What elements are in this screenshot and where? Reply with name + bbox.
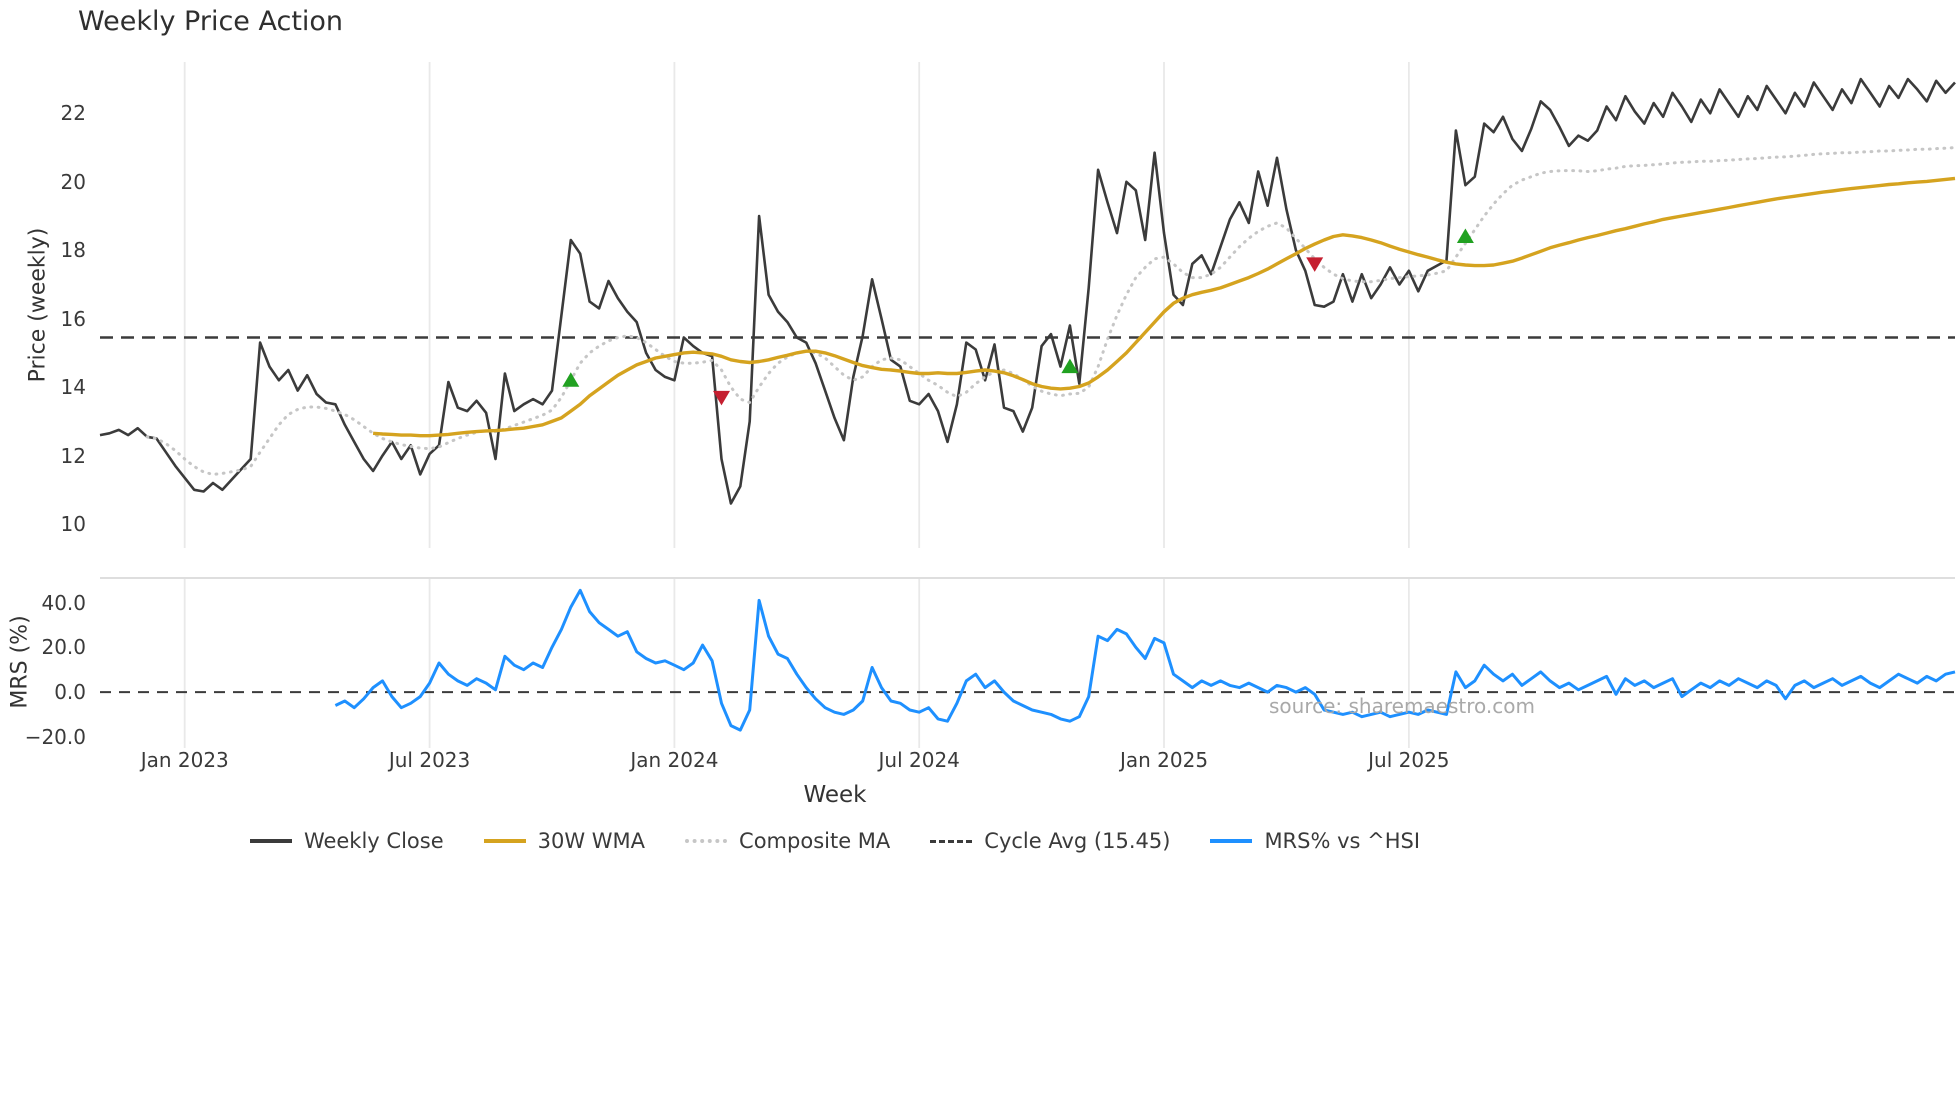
- buy-signal-marker: [1456, 228, 1474, 243]
- legend-label: Weekly Close: [303, 829, 444, 853]
- x-tick-label: Jul 2023: [388, 748, 471, 772]
- price-ytick-label: 20: [60, 169, 86, 194]
- x-tick-label: Jul 2024: [878, 748, 960, 772]
- legend-label: MRS% vs ^HSI: [1264, 829, 1421, 853]
- x-tick-labels: Jan 2023 Jul 2023 Jan 2024 Jul 2024 Jan 2025…: [0, 748, 1960, 778]
- price-ytick-label: 14: [60, 375, 86, 400]
- mrs-ytick-label: 0.0: [54, 680, 86, 705]
- legend-swatch-solid-icon: [1210, 839, 1253, 843]
- x-tick-label: Jan 2023: [140, 748, 229, 772]
- price-ytick-label: 12: [60, 443, 86, 468]
- price-ytick-label: 18: [60, 238, 86, 263]
- legend-item: Composite MA: [685, 826, 890, 856]
- x-tick-label: Jul 2025: [1368, 748, 1450, 772]
- composite-ma-line: [145, 146, 1957, 476]
- sell-signal-marker: [713, 390, 730, 406]
- y-tick-labels: 10 12 14 16 18 20 22 −20.0 0.0 20.0 40.0: [0, 0, 88, 1102]
- legend-swatch-dotted-icon: [685, 839, 728, 843]
- wma-line: [372, 176, 1956, 438]
- legend-swatch-solid-icon: [249, 839, 292, 843]
- legend-swatch-dashed-icon: [930, 839, 973, 843]
- x-tick-label: Jan 2024: [630, 748, 719, 772]
- chart-title: Weekly Price Action: [78, 6, 344, 37]
- weekly-close-line: [99, 77, 1956, 505]
- x-axis-label: Week: [803, 782, 867, 808]
- buy-signal-marker: [1061, 358, 1079, 374]
- legend-item: Cycle Avg (15.45): [930, 826, 1170, 856]
- source-watermark: source: sharemaestro.com: [1269, 694, 1535, 718]
- price-ytick-label: 10: [60, 512, 86, 537]
- legend: Weekly Close 30W WMA Composite MA Cycle Avg…: [0, 826, 1670, 856]
- legend-item: Weekly Close: [249, 826, 444, 856]
- sell-signal-marker: [1306, 257, 1324, 272]
- legend-label: 30W WMA: [537, 829, 646, 853]
- buy-signal-marker: [562, 372, 580, 387]
- mrs-ytick-label: −20.0: [24, 724, 86, 749]
- price-ytick-label: 22: [60, 101, 86, 126]
- mrs-ytick-label: 20.0: [41, 635, 86, 660]
- x-tick-label: Jan 2025: [1119, 748, 1209, 772]
- price-ytick-label: 16: [60, 306, 86, 331]
- mrs-line: [334, 588, 1956, 732]
- legend-item: 30W WMA: [483, 826, 646, 856]
- mrs-ytick-label: 40.0: [41, 590, 86, 615]
- legend-label: Composite MA: [739, 829, 891, 853]
- legend-label: Cycle Avg (15.45): [984, 829, 1171, 853]
- legend-item: MRS% vs ^HSI: [1210, 826, 1420, 856]
- legend-swatch-solid-icon: [483, 839, 526, 843]
